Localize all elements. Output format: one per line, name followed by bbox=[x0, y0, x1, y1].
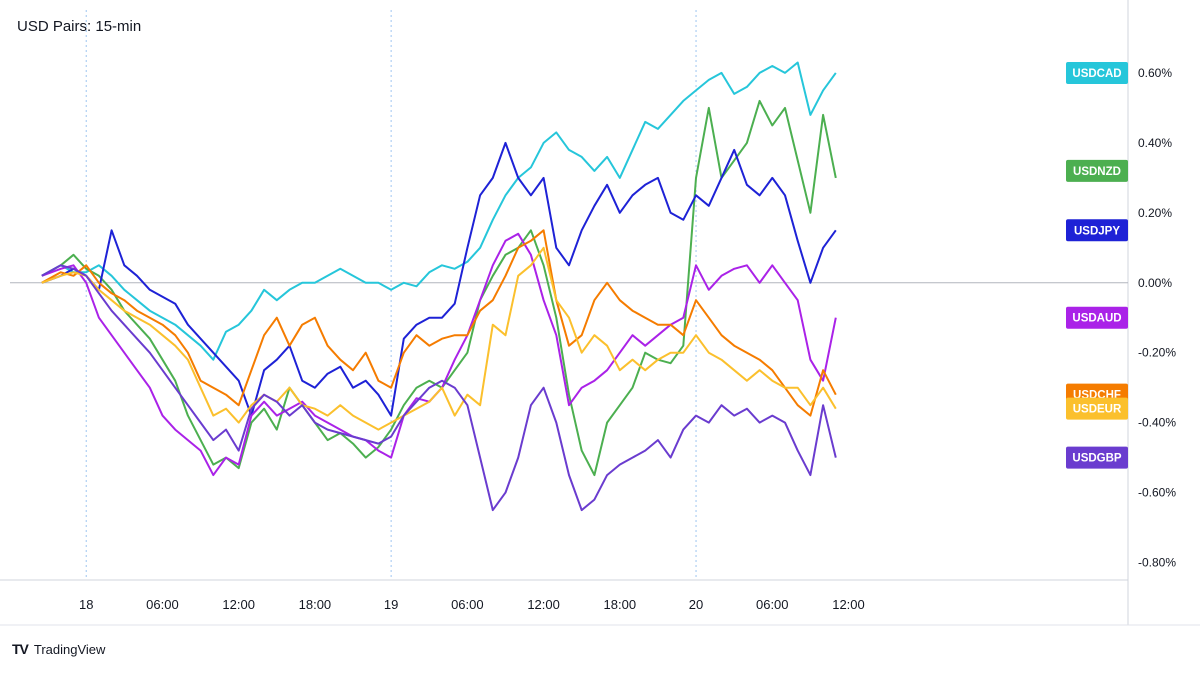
series-line-usdaud bbox=[41, 232, 837, 477]
series-tag-label: USDCAD bbox=[1072, 68, 1121, 80]
y-tick-label: -0.20% bbox=[1138, 346, 1176, 360]
series-tag-usdaud bbox=[1066, 306, 1128, 329]
tradingview-logo: TV bbox=[12, 641, 29, 657]
y-tick-label: 0.40% bbox=[1138, 136, 1172, 150]
y-tick-label: -0.80% bbox=[1138, 556, 1176, 570]
x-tick-label: 19 bbox=[384, 597, 398, 612]
x-tick-label: 20 bbox=[689, 597, 703, 612]
series-tag-label: USDNZD bbox=[1073, 166, 1121, 178]
series-tag-usdgbp bbox=[1066, 446, 1128, 469]
series-tag-usdcad bbox=[1066, 61, 1128, 84]
y-tick-label: 0.20% bbox=[1138, 206, 1172, 220]
series-line-usdeur bbox=[41, 246, 837, 431]
y-tick-label: -0.60% bbox=[1138, 486, 1176, 500]
x-tick-label: 06:00 bbox=[146, 597, 179, 612]
series-line-usdgbp bbox=[41, 264, 837, 512]
series-tag-usdeur bbox=[1066, 397, 1128, 420]
series-tag-label: USDJPY bbox=[1074, 225, 1120, 237]
tradingview-branding[interactable]: TV TradingView bbox=[12, 641, 105, 657]
y-tick-label: 0.00% bbox=[1138, 276, 1172, 290]
series-line-usdcad bbox=[41, 61, 837, 361]
x-tick-label: 06:00 bbox=[451, 597, 484, 612]
y-tick-label: -0.40% bbox=[1138, 416, 1176, 430]
x-tick-label: 18 bbox=[79, 597, 93, 612]
x-tick-label: 18:00 bbox=[299, 597, 332, 612]
series-tag-usdjpy bbox=[1066, 219, 1128, 242]
series-tag-label: USDAUD bbox=[1072, 313, 1121, 325]
series-tag-label: USDGBP bbox=[1072, 453, 1122, 465]
chart-series-lines bbox=[41, 61, 837, 512]
series-line-usdnzd bbox=[41, 99, 837, 477]
x-tick-label: 12:00 bbox=[527, 597, 560, 612]
x-tick-label: 12:00 bbox=[832, 597, 865, 612]
series-tag-usdnzd bbox=[1066, 159, 1128, 182]
chart-series-tags: USDCADUSDNZDUSDJPYUSDAUDUSDCHFUSDEURUSDG… bbox=[1066, 61, 1128, 469]
series-tag-label: USDEUR bbox=[1073, 404, 1122, 416]
tradingview-name: TradingView bbox=[33, 641, 106, 657]
x-tick-label: 12:00 bbox=[222, 597, 255, 612]
series-line-usdchf bbox=[41, 229, 837, 417]
series-line-usdjpy bbox=[41, 141, 837, 417]
x-tick-label: 06:00 bbox=[756, 597, 789, 612]
x-tick-label: 18:00 bbox=[604, 597, 637, 612]
chart-title: USD Pairs: 15-min bbox=[17, 18, 142, 35]
y-tick-label: 0.60% bbox=[1138, 66, 1172, 80]
chart-axes: 0.60% 0.40% 0.20% 0.00% -0.20% -0.40% -0.60% -0… bbox=[0, 0, 1200, 626]
